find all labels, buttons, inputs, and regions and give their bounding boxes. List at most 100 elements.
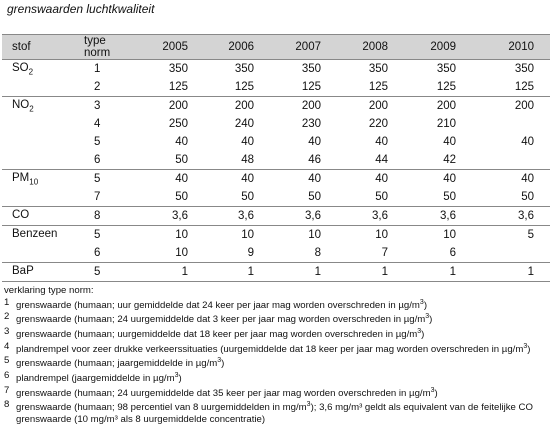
cell-stof: PM10 <box>2 169 64 188</box>
table-row: NO2 3 200 200 200 200 200 200 <box>2 96 550 115</box>
cell-value: 40 <box>472 169 550 188</box>
cell-stof <box>2 115 64 133</box>
header-year: 2007 <box>270 34 337 60</box>
cell-value: 40 <box>521 136 534 148</box>
table-row: 2 125 125 125 125 125 125 <box>2 78 550 97</box>
cell-stof <box>2 188 64 207</box>
cell-value: 40 <box>204 169 270 188</box>
legend-number: 4 <box>4 340 10 352</box>
cell-value: 50 <box>241 191 254 203</box>
cell-value: 220 <box>368 118 388 130</box>
legend-number: 2 <box>4 311 10 323</box>
substance-name: SO <box>12 61 29 74</box>
legend-text-sup: 3 <box>523 342 528 350</box>
legend-text-tail: ) <box>527 343 531 355</box>
legend-text-sup: 3 <box>430 386 435 394</box>
legend-number: 3 <box>4 325 10 337</box>
cell-value: 250 <box>168 118 188 130</box>
cell-value: 50 <box>308 191 321 203</box>
cell-value: 1 <box>204 262 270 282</box>
cell-type-norm: 5 <box>64 262 134 282</box>
legend-item: 3 grenswaarde (humaan; uurgemiddelde dat … <box>2 326 550 341</box>
cell-value: 125 <box>368 81 388 93</box>
cell-stof: CO <box>2 206 64 226</box>
cell-value <box>472 244 550 263</box>
header-year: 2010 <box>472 34 550 60</box>
cell-value: 200 <box>204 96 270 115</box>
cell-value: 40 <box>404 169 472 188</box>
legend-text-tail: ) <box>429 314 433 326</box>
header-year: 2009 <box>404 34 472 60</box>
legend-text-main: grenswaarde (humaan; uurgemiddelde dat 1… <box>16 329 418 341</box>
cell-type-norm: 6 <box>94 154 101 166</box>
cell-value: 40 <box>270 169 337 188</box>
cell-value: 350 <box>337 59 404 78</box>
cell-stof <box>2 78 64 97</box>
legend-text: grenswaarde (humaan; 24 uurgemiddelde da… <box>16 385 550 400</box>
cell-value: 40 <box>443 136 456 148</box>
legend-text-main: grenswaarde (humaan; 98 percentiel van 8… <box>16 402 307 414</box>
cell-value: 40 <box>308 136 321 148</box>
cell-value: 125 <box>514 81 534 93</box>
legend-text-main: grenswaarde (humaan; 24 uurgemiddelde da… <box>16 387 431 399</box>
cell-value: 125 <box>301 81 321 93</box>
cell-value: 1 <box>270 262 337 282</box>
legend-item: 7 grenswaarde (humaan; 24 uurgemiddelde d… <box>2 385 550 400</box>
cell-value: 10 <box>204 225 270 244</box>
cell-value: 50 <box>521 191 534 203</box>
cell-value: 42 <box>443 154 456 166</box>
cell-value: 3,6 <box>134 206 204 226</box>
cell-value: 10 <box>270 225 337 244</box>
legend-text: grenswaarde (humaan; 24 uurgemiddelde da… <box>16 311 550 326</box>
cell-stof: NO2 <box>2 96 64 115</box>
cell-value: 1 <box>472 262 550 282</box>
cell-value: 3,6 <box>337 206 404 226</box>
cell-value: 50 <box>175 154 188 166</box>
cell-type-norm: 2 <box>94 81 101 93</box>
cell-value: 50 <box>175 191 188 203</box>
substance-subscript: 2 <box>29 104 34 114</box>
legend-text-tail: ) <box>221 358 225 370</box>
cell-value: 350 <box>134 59 204 78</box>
table-row: PM10 5 40 40 40 40 40 40 <box>2 169 550 188</box>
cell-value: 40 <box>134 169 204 188</box>
table-row: 7 50 50 50 50 50 50 <box>2 188 550 207</box>
legend-text: plandrempel voor zeer drukke verkeerssit… <box>16 341 550 356</box>
table-row: BaP 5 1 1 1 1 1 1 <box>2 262 550 282</box>
cell-value: 1 <box>134 262 204 282</box>
legend-text-tail: ) <box>423 299 428 311</box>
table-row: SO2 1 350 350 350 350 350 350 <box>2 59 550 78</box>
legend-item: 4 plandrempel voor zeer drukke verkeerssi… <box>2 341 550 356</box>
cell-value: 240 <box>234 118 254 130</box>
legend-text: grenswaarde (humaan; uurgemiddelde dat 1… <box>16 326 550 341</box>
substance-name: CO <box>12 208 30 221</box>
legend-text: plandrempel (jaargemiddelde in µg/m3) <box>16 370 550 385</box>
cell-stof <box>2 151 64 170</box>
cell-value: 3,6 <box>270 206 337 226</box>
cell-type-norm: 5 <box>64 225 134 244</box>
header-year: 2008 <box>337 34 404 60</box>
legend-item: 6 plandrempel (jaargemiddelde in µg/m3) <box>2 370 550 385</box>
legend-text-main: grenswaarde (humaan; 24 uurgemiddelde da… <box>16 314 426 326</box>
substance-subscript: 10 <box>29 177 39 187</box>
legend: verklaring type norm: 1 grenswaarde (huma… <box>2 285 550 426</box>
cell-value: 5 <box>472 225 550 244</box>
cell-value: 200 <box>134 96 204 115</box>
legend-text-tail: ) <box>178 373 182 385</box>
cell-value: 1 <box>337 262 404 282</box>
legend-text-main: grenswaarde (humaan; jaargemiddelde in µ… <box>16 358 218 370</box>
cell-value: 40 <box>241 136 254 148</box>
cell-value: 46 <box>308 154 321 166</box>
cell-value <box>472 115 550 133</box>
cell-value: 10 <box>404 225 472 244</box>
cell-stof <box>2 133 64 151</box>
cell-value: 48 <box>241 154 254 166</box>
cell-value: 3,6 <box>204 206 270 226</box>
cell-value: 350 <box>270 59 337 78</box>
cell-value: 200 <box>270 96 337 115</box>
legend-text-main: grenswaarde (humaan; uur gemiddelde dat … <box>16 299 420 311</box>
cell-value: 40 <box>375 136 388 148</box>
cell-value: 125 <box>234 81 254 93</box>
cell-value <box>472 151 550 170</box>
